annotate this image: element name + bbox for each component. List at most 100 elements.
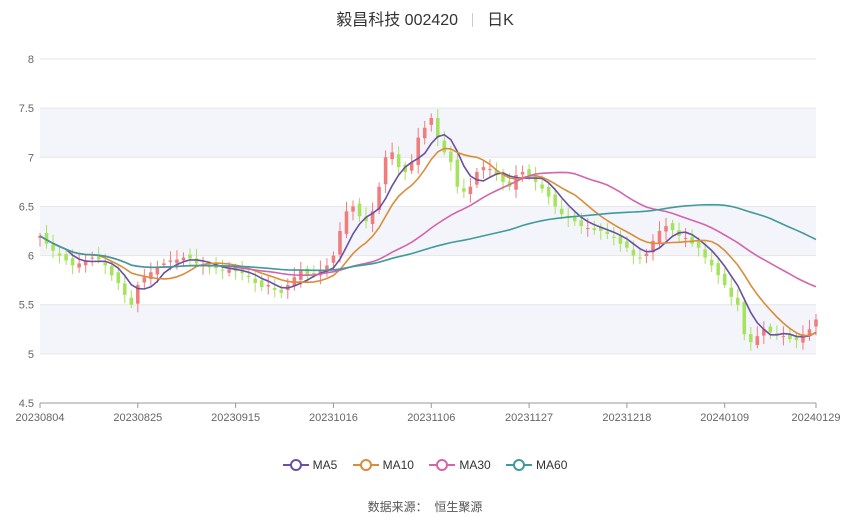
candle-body xyxy=(155,267,160,275)
candle-body xyxy=(455,159,460,187)
candle-body xyxy=(57,253,62,256)
candle-body xyxy=(436,118,440,138)
ma5-line xyxy=(39,133,817,338)
candle-body xyxy=(227,269,231,273)
grid-band xyxy=(40,304,816,354)
x-tick-label: 20231127 xyxy=(505,412,553,424)
source-provider: 恒生聚源 xyxy=(434,500,483,514)
candle-body xyxy=(390,152,394,160)
candle-body xyxy=(116,272,121,284)
candle-body xyxy=(690,236,694,244)
candle-body xyxy=(475,172,479,185)
candle-body xyxy=(722,273,727,286)
data-source: 数据来源： 恒生聚源 xyxy=(0,498,850,515)
candle-body xyxy=(462,188,466,192)
ma10-line xyxy=(39,147,817,337)
x-tick-label: 20230804 xyxy=(16,412,65,424)
candle-body xyxy=(240,269,244,274)
x-tick-label: 20231016 xyxy=(309,412,358,424)
candle-body xyxy=(220,269,225,271)
chart-legend: MA5 MA10 MA30 MA60 xyxy=(0,458,850,475)
candle-body xyxy=(716,263,720,276)
legend-item-ma60[interactable]: MA60 xyxy=(506,458,567,472)
candle-body xyxy=(801,334,805,343)
grid-band xyxy=(40,108,816,158)
candle-body xyxy=(553,194,557,207)
candle-body xyxy=(38,235,42,238)
candle-body xyxy=(429,117,434,125)
candle-body xyxy=(696,241,701,248)
candle-body xyxy=(422,127,427,139)
period-label[interactable]: 日K xyxy=(487,12,514,29)
candle-body xyxy=(416,137,420,165)
candle-body xyxy=(103,262,107,266)
candle-body xyxy=(136,285,140,304)
x-tick-label: 20230915 xyxy=(211,412,260,424)
legend-item-ma5[interactable]: MA5 xyxy=(282,458,338,472)
candle-body xyxy=(618,236,623,244)
candle-body xyxy=(651,240,655,253)
y-tick-label: 6 xyxy=(28,251,34,263)
candle-body xyxy=(266,285,271,287)
candle-body xyxy=(546,186,551,197)
candle-body xyxy=(657,231,662,244)
candle-body xyxy=(572,215,577,222)
candle-body xyxy=(305,268,310,276)
candle-body xyxy=(540,184,544,189)
legend-label-ma10: MA10 xyxy=(382,458,414,472)
candle-body xyxy=(181,257,186,261)
y-tick-label: 7.5 xyxy=(19,103,34,115)
legend-marker-ma60 xyxy=(506,459,533,471)
candle-body xyxy=(312,273,316,275)
y-tick-label: 6.5 xyxy=(19,201,34,213)
candle-body xyxy=(253,278,257,284)
legend-marker-ma10 xyxy=(352,459,379,471)
candle-body xyxy=(533,176,538,182)
candle-body xyxy=(51,244,55,251)
candle-body xyxy=(194,258,199,264)
y-tick-label: 5.5 xyxy=(19,300,34,312)
candle-body xyxy=(338,231,342,255)
candle-body xyxy=(168,260,173,262)
title-divider xyxy=(472,13,474,27)
candle-body xyxy=(703,249,707,258)
candle-body xyxy=(90,257,94,259)
candle-body xyxy=(364,216,368,222)
candle-body xyxy=(644,253,649,257)
legend-item-ma30[interactable]: MA30 xyxy=(429,458,491,472)
candle-body xyxy=(175,259,179,264)
candle-body xyxy=(129,297,134,305)
candle-body xyxy=(488,169,492,171)
candle-body xyxy=(64,254,68,261)
candle-body xyxy=(807,329,812,336)
candle-body xyxy=(612,236,616,238)
candle-body xyxy=(768,326,773,333)
x-tick-label: 20231218 xyxy=(602,412,651,424)
candle-body xyxy=(781,336,786,338)
candle-body xyxy=(162,263,166,266)
legend-item-ma10[interactable]: MA10 xyxy=(352,458,414,472)
candle-body xyxy=(70,258,75,266)
legend-marker-ma5 xyxy=(282,459,309,471)
candle-body xyxy=(814,319,818,327)
chart-title-row: 毅昌科技 002420 日K xyxy=(0,6,850,30)
candle-body xyxy=(501,172,505,182)
y-tick-label: 4.5 xyxy=(19,398,34,410)
candle-body xyxy=(755,336,760,346)
candle-body xyxy=(729,287,734,297)
candle-body xyxy=(109,265,114,276)
candle-body xyxy=(449,151,453,163)
y-tick-label: 8 xyxy=(28,54,34,66)
candle-body xyxy=(396,154,401,168)
candle-body xyxy=(735,297,740,305)
candle-body xyxy=(149,272,153,279)
legend-label-ma5: MA5 xyxy=(312,458,338,472)
candle-body xyxy=(494,170,499,175)
candle-body xyxy=(638,257,642,259)
candle-body xyxy=(794,337,799,341)
candle-body xyxy=(468,186,473,194)
candle-body xyxy=(331,255,336,263)
x-tick-label: 20231106 xyxy=(407,412,455,424)
ma60-line xyxy=(39,203,817,272)
legend-marker-ma30 xyxy=(429,459,456,471)
